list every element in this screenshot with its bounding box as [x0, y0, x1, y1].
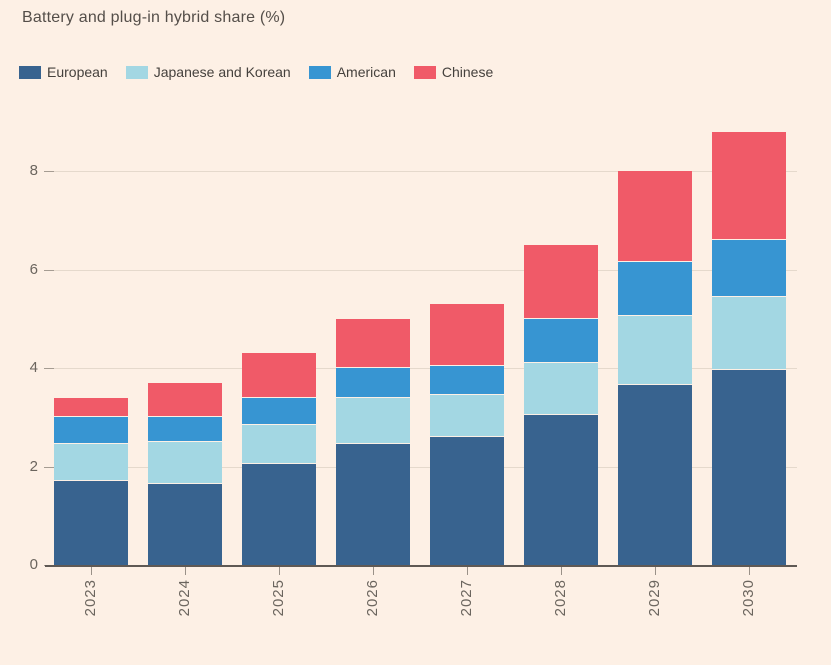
x-axis-tick-2026: [373, 567, 374, 575]
bar-2027: [430, 0, 504, 565]
legend-swatch-icon: [308, 65, 331, 79]
gridline-y-6: [45, 269, 797, 271]
legend-swatch-icon: [19, 65, 41, 79]
bar-segment-chinese: [712, 131, 786, 239]
bar-2024: [148, 0, 222, 565]
bar-segment-american: [524, 318, 598, 363]
y-axis-tick-8: [44, 171, 54, 172]
x-axis-tick-2029: [655, 567, 656, 575]
bar-segment-american: [54, 417, 128, 444]
bar-segment-japanese-and-korean: [524, 363, 598, 414]
bar-2030: [712, 0, 786, 565]
legend-item-chinese: Chinese: [413, 64, 494, 80]
legend-swatch-icon: [413, 65, 436, 79]
x-axis-tick-2027: [467, 567, 468, 575]
bar-segment-european: [524, 414, 598, 565]
bar-segment-american: [712, 239, 786, 296]
y-axis-label-8: 8: [29, 162, 38, 179]
bar-segment-european: [54, 481, 128, 565]
bar-2025: [242, 0, 316, 565]
bar-segment-chinese: [618, 171, 692, 262]
y-axis-label-0: 0: [29, 556, 38, 573]
x-axis-tick-2025: [279, 567, 280, 575]
gridline-y-2: [45, 466, 797, 468]
x-axis-tick-2023: [91, 567, 92, 575]
x-axis-label-2027: 2027: [458, 579, 475, 617]
y-axis-tick-6: [44, 269, 54, 271]
bar-segment-chinese: [54, 397, 128, 417]
x-axis-tick-2030: [749, 567, 750, 575]
bar-segment-japanese-and-korean: [430, 395, 504, 436]
bar-segment-japanese-and-korean: [336, 397, 410, 444]
bar-segment-japanese-and-korean: [712, 296, 786, 370]
bar-segment-american: [336, 368, 410, 397]
legend-swatch-icon: [125, 65, 148, 79]
x-axis-label-2026: 2026: [364, 579, 381, 617]
legend-label: European: [47, 64, 108, 80]
bar-segment-european: [618, 385, 692, 565]
x-axis-label-2030: 2030: [740, 579, 757, 617]
bar-2026: [336, 0, 410, 565]
bar-segment-european: [430, 436, 504, 565]
bar-segment-chinese: [336, 318, 410, 367]
gridline-y-8: [45, 171, 797, 172]
y-axis-tick-2: [44, 466, 54, 468]
legend-label: Japanese and Korean: [153, 64, 291, 80]
bar-segment-chinese: [430, 303, 504, 365]
legend-item-japanese-and-korean: Japanese and Korean: [125, 64, 291, 80]
y-axis-label-4: 4: [29, 359, 38, 376]
bar-segment-japanese-and-korean: [618, 316, 692, 385]
bar-segment-chinese: [242, 353, 316, 397]
legend-item-american: American: [308, 64, 396, 80]
x-axis-label-2028: 2028: [552, 579, 569, 617]
bar-segment-chinese: [524, 244, 598, 318]
bar-segment-american: [618, 262, 692, 316]
bar-segment-american: [148, 417, 222, 441]
bar-segment-american: [430, 365, 504, 395]
bar-segment-european: [712, 370, 786, 565]
chart-title: Battery and plug-in hybrid share (%): [22, 9, 286, 26]
y-axis-tick-4: [44, 368, 54, 369]
bar-segment-european: [148, 483, 222, 565]
bar-segment-european: [336, 444, 410, 565]
gridline-y-4: [45, 368, 797, 369]
bar-2028: [524, 0, 598, 565]
legend-label: Chinese: [441, 64, 494, 80]
x-axis-tick-2024: [185, 567, 186, 575]
bar-2023: [54, 0, 128, 565]
bar-segment-japanese-and-korean: [54, 444, 128, 481]
bar-segment-european: [242, 464, 316, 565]
bar-2029: [618, 0, 692, 565]
x-axis-line: [45, 565, 797, 567]
x-axis-label-2029: 2029: [646, 579, 663, 617]
y-axis-label-6: 6: [29, 260, 38, 278]
x-axis-label-2025: 2025: [270, 579, 287, 617]
legend-item-european: European: [19, 64, 108, 80]
bar-segment-chinese: [148, 382, 222, 417]
y-axis-label-2: 2: [29, 457, 38, 475]
bar-segment-american: [242, 397, 316, 424]
x-axis-label-2023: 2023: [82, 579, 99, 617]
bar-segment-japanese-and-korean: [242, 424, 316, 464]
chart-legend: European Japanese and Korean American Chine…: [19, 64, 493, 80]
bar-segment-japanese-and-korean: [148, 441, 222, 483]
x-axis-tick-2028: [561, 567, 562, 575]
x-axis-label-2024: 2024: [176, 579, 193, 617]
legend-label: American: [336, 64, 396, 80]
